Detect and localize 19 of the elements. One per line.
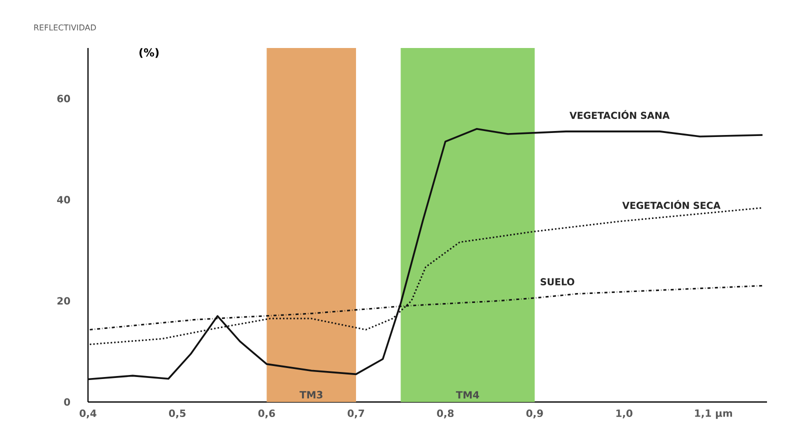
x-tick-label: 0,8 <box>437 409 454 418</box>
y-tick-label: 0 <box>64 398 70 406</box>
y-tick-label: 40 <box>57 196 70 204</box>
band-label: TM3 <box>300 390 322 398</box>
annotation: (%) <box>139 48 159 58</box>
line-series <box>87 128 764 380</box>
x-tick-label: 0,9 <box>526 409 543 418</box>
x-tick-label: 1,1 µm <box>695 410 732 419</box>
series-label: VEGETACIÓN SECA <box>622 200 721 209</box>
x-tick-label: 0,7 <box>348 409 364 418</box>
y-tick-label: 60 <box>57 94 70 102</box>
x-tick-label: 1,0 <box>616 409 632 418</box>
series-label: SUELO <box>540 278 574 286</box>
x-tick-label: 0,6 <box>258 409 275 418</box>
band-label: TM4 <box>456 391 480 398</box>
y-tick-label: 20 <box>57 297 70 305</box>
x-tick-label: 0,4 <box>80 409 96 418</box>
x-tick-label: 0,5 <box>169 409 186 418</box>
series-label: VEGETACIÓN SANA <box>570 110 670 119</box>
